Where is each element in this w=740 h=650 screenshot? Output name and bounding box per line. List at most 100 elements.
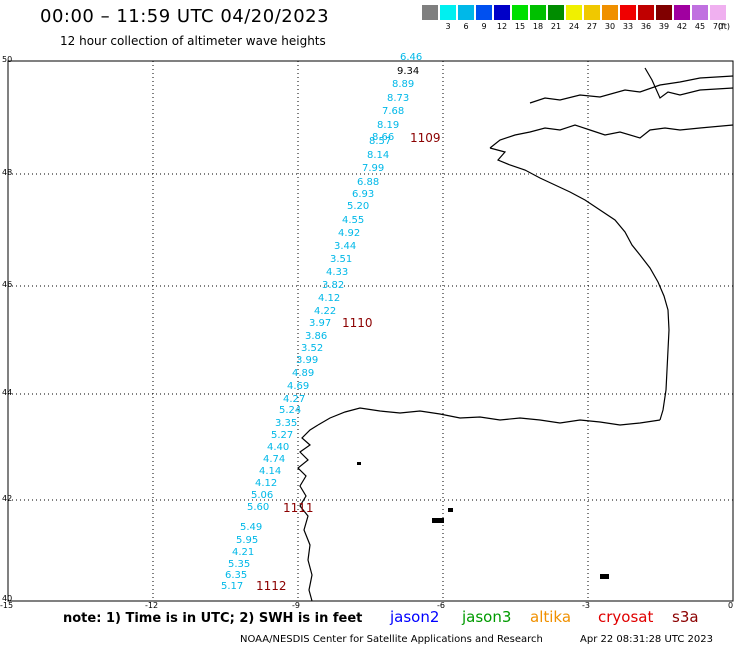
revolution-label: 1112 xyxy=(256,579,287,593)
legend-label: 21 xyxy=(550,22,562,31)
legend-label: 30 xyxy=(604,22,616,31)
wave-height-label: 6.93 xyxy=(352,189,375,200)
revolution-label: 1111 xyxy=(283,501,314,515)
wave-height-label: 5.24 xyxy=(279,405,302,416)
wave-height-label: 5.60 xyxy=(247,502,270,513)
legend-swatch xyxy=(530,5,546,20)
wave-height-label: 4.21 xyxy=(232,547,255,558)
wave-height-label: 5.95 xyxy=(236,535,259,546)
wave-height-label: 5.06 xyxy=(251,490,274,501)
wave-height-label: 8.19 xyxy=(377,120,400,131)
lon-label: -6 xyxy=(437,601,445,610)
legend-swatch xyxy=(656,5,672,20)
lon-label: -15 xyxy=(0,601,14,610)
legend-label: 70 xyxy=(712,22,724,31)
wave-height-label: 8.89 xyxy=(392,79,415,90)
wave-height-label: 3.82 xyxy=(322,280,345,291)
wave-height-label: 4.12 xyxy=(318,293,341,304)
satellite-cryosat: cryosat xyxy=(598,608,654,626)
timestamp: Apr 22 08:31:28 UTC 2023 xyxy=(580,634,713,645)
lon-label: -3 xyxy=(582,601,590,610)
satellite-s3a: s3a xyxy=(672,608,699,626)
wave-height-label: 4.33 xyxy=(326,267,349,278)
wave-height-label: 6.35 xyxy=(225,570,248,581)
legend-swatch xyxy=(602,5,618,20)
legend-swatch xyxy=(566,5,582,20)
wave-height-label: 5.27 xyxy=(271,430,294,441)
legend-label: 15 xyxy=(514,22,526,31)
wave-height-label: 3.86 xyxy=(305,331,328,342)
footnote: note: 1) Time is in UTC; 2) SWH is in fe… xyxy=(63,611,363,626)
wave-height-label: 4.40 xyxy=(267,442,290,453)
legend-label: 27 xyxy=(586,22,598,31)
wave-height-label: 7.99 xyxy=(362,163,385,174)
wave-height-label: 4.55 xyxy=(342,215,365,226)
revolution-label: 1109 xyxy=(410,131,441,145)
revolution-label: 1110 xyxy=(342,316,373,330)
legend-swatch xyxy=(440,5,456,20)
wave-height-label: 5.20 xyxy=(347,201,370,212)
wave-height-label: 8.73 xyxy=(387,93,410,104)
wave-height-label: 5.17 xyxy=(221,581,244,592)
wave-height-label: 4.74 xyxy=(263,454,286,465)
wave-height-label: 8.66 xyxy=(372,132,395,143)
wave-height-label: 3.44 xyxy=(334,241,357,252)
wave-height-label: 5.35 xyxy=(228,559,251,570)
legend-swatch xyxy=(584,5,600,20)
legend-label: 18 xyxy=(532,22,544,31)
wave-height-label: 7.68 xyxy=(382,106,405,117)
legend-swatch xyxy=(548,5,564,20)
wave-height-label: 6.46 xyxy=(400,52,423,63)
page-title: 00:00 – 11:59 UTC 04/20/2023 xyxy=(40,6,330,27)
legend-swatch xyxy=(638,5,654,20)
legend-label: 33 xyxy=(622,22,634,31)
legend-label: 12 xyxy=(496,22,508,31)
wave-height-label: 9.34 xyxy=(397,66,420,77)
wave-height-label: 4.14 xyxy=(259,466,282,477)
legend-swatch xyxy=(710,5,726,20)
graticule xyxy=(8,61,733,601)
credit-line: NOAA/NESDIS Center for Satellite Applica… xyxy=(240,634,543,645)
legend-label: 39 xyxy=(658,22,670,31)
legend-swatch xyxy=(692,5,708,20)
legend-label: 36 xyxy=(640,22,652,31)
coastline xyxy=(297,67,734,602)
wave-height-label: 4.92 xyxy=(338,228,361,239)
wave-height-label: 4.69 xyxy=(287,381,310,392)
legend-swatch xyxy=(476,5,492,20)
lat-label: 44 xyxy=(2,388,13,397)
legend-swatch xyxy=(512,5,528,20)
legend-swatch xyxy=(422,5,438,20)
legend-swatch xyxy=(620,5,636,20)
lat-label: 48 xyxy=(2,168,13,177)
lat-label: 46 xyxy=(2,280,13,289)
wave-height-label: 3.52 xyxy=(301,343,324,354)
wave-height-label: 3.99 xyxy=(296,355,319,366)
wave-height-label: 3.35 xyxy=(275,418,298,429)
legend-label: 6 xyxy=(463,22,469,31)
legend-label: 42 xyxy=(676,22,688,31)
wave-height-label: 6.88 xyxy=(357,177,380,188)
wave-height-label: 5.49 xyxy=(240,522,263,533)
wave-height-label: 4.27 xyxy=(283,394,306,405)
lat-label: 42 xyxy=(2,494,13,503)
legend-swatch xyxy=(494,5,510,20)
satellite-jason2: jason2 xyxy=(390,608,440,626)
wave-height-label: 4.12 xyxy=(255,478,278,489)
satellite-altika: altika xyxy=(530,608,572,626)
legend-swatch xyxy=(674,5,690,20)
page-subtitle: 12 hour collection of altimeter wave hei… xyxy=(60,34,326,48)
legend-label: 45 xyxy=(694,22,706,31)
lat-label: 50 xyxy=(2,55,13,64)
map-frame xyxy=(7,60,734,602)
wave-height-label: 8.14 xyxy=(367,150,390,161)
lon-label: -12 xyxy=(145,601,159,610)
wave-height-label: 8.57 xyxy=(369,136,392,147)
wave-height-label: 3.97 xyxy=(309,318,332,329)
lat-label: 40 xyxy=(2,594,13,603)
lon-label: -9 xyxy=(292,601,300,610)
wave-height-label: 4.22 xyxy=(314,306,337,317)
legend-label: 3 xyxy=(445,22,451,31)
legend-label: 9 xyxy=(481,22,487,31)
